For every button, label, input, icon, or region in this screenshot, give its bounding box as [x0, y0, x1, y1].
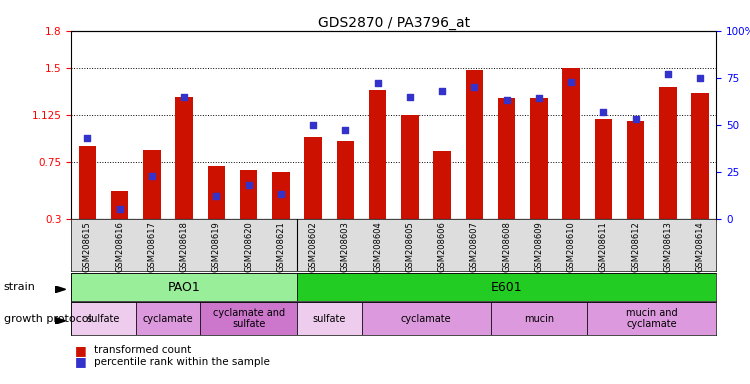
Point	[501, 97, 513, 103]
Text: GSM208607: GSM208607	[470, 222, 478, 272]
Bar	[498, 98, 515, 219]
Point	[404, 94, 416, 100]
Point	[662, 71, 674, 77]
Text: cyclamate and
sulfate: cyclamate and sulfate	[212, 308, 285, 329]
Bar	[208, 166, 225, 219]
Text: GSM208613: GSM208613	[663, 222, 672, 272]
Text: mucin: mucin	[524, 313, 554, 324]
Polygon shape	[55, 286, 65, 293]
Text: percentile rank within the sample: percentile rank within the sample	[94, 357, 270, 367]
Text: PAO1: PAO1	[168, 281, 200, 293]
Bar	[490, 302, 587, 335]
Text: transformed count: transformed count	[94, 345, 191, 355]
Text: cyclamate: cyclamate	[400, 313, 451, 324]
Bar	[337, 141, 354, 219]
Text: GSM208604: GSM208604	[374, 222, 382, 272]
Text: GSM208621: GSM208621	[276, 222, 285, 272]
Bar	[530, 98, 548, 219]
Text: GSM208606: GSM208606	[438, 222, 447, 272]
Text: GSM208612: GSM208612	[632, 222, 640, 272]
Text: sulfate: sulfate	[313, 313, 346, 324]
Text: strain: strain	[4, 282, 36, 292]
Text: GSM208602: GSM208602	[309, 222, 318, 272]
Point	[339, 127, 351, 134]
Bar	[272, 172, 290, 219]
Bar	[369, 90, 386, 219]
Text: GSM208605: GSM208605	[405, 222, 414, 272]
Text: GSM208615: GSM208615	[82, 222, 92, 272]
Bar	[71, 302, 136, 335]
Text: GSM208617: GSM208617	[147, 222, 156, 272]
Bar	[240, 170, 257, 219]
Text: GSM208618: GSM208618	[180, 222, 189, 272]
Bar	[466, 70, 483, 219]
Bar	[401, 115, 418, 219]
Bar	[136, 302, 200, 335]
Text: cyclamate: cyclamate	[142, 313, 194, 324]
Text: GSM208611: GSM208611	[598, 222, 608, 272]
Title: GDS2870 / PA3796_at: GDS2870 / PA3796_at	[318, 16, 470, 30]
Bar	[200, 302, 297, 335]
Text: GSM208603: GSM208603	[340, 222, 350, 272]
Text: ■: ■	[75, 344, 87, 357]
Text: GSM208608: GSM208608	[503, 222, 512, 272]
Point	[242, 182, 254, 188]
Point	[532, 95, 544, 101]
Point	[81, 135, 93, 141]
Point	[210, 193, 222, 199]
Text: growth protocol: growth protocol	[4, 313, 92, 324]
Text: GSM208609: GSM208609	[534, 222, 543, 272]
Point	[629, 116, 641, 122]
Point	[371, 80, 383, 86]
Point	[178, 94, 190, 100]
Bar	[111, 191, 128, 219]
Bar	[562, 68, 580, 219]
Text: GSM208616: GSM208616	[116, 222, 124, 272]
Bar	[659, 87, 676, 219]
Bar	[627, 121, 644, 219]
Bar	[433, 151, 451, 219]
Bar	[79, 146, 96, 219]
Bar	[71, 273, 297, 301]
Text: sulfate: sulfate	[87, 313, 120, 324]
Point	[114, 207, 126, 213]
Point	[308, 122, 320, 128]
Point	[436, 88, 448, 94]
Point	[468, 84, 480, 90]
Text: GSM208620: GSM208620	[244, 222, 253, 272]
Text: E601: E601	[490, 281, 523, 293]
Bar	[176, 97, 193, 219]
Text: mucin and
cyclamate: mucin and cyclamate	[626, 308, 677, 329]
Point	[694, 74, 706, 81]
Bar	[362, 302, 490, 335]
Point	[566, 78, 578, 84]
Point	[597, 109, 609, 115]
Polygon shape	[55, 317, 65, 324]
Point	[274, 191, 286, 197]
Bar	[595, 119, 612, 219]
Bar	[297, 273, 716, 301]
Bar	[297, 302, 362, 335]
Bar	[143, 150, 160, 219]
Text: ■: ■	[75, 355, 87, 368]
Bar	[692, 93, 709, 219]
Point	[146, 172, 158, 179]
Bar	[587, 302, 716, 335]
Text: GSM208610: GSM208610	[567, 222, 576, 272]
Bar	[304, 137, 322, 219]
Text: GSM208619: GSM208619	[211, 222, 220, 272]
Text: GSM208614: GSM208614	[696, 222, 705, 272]
